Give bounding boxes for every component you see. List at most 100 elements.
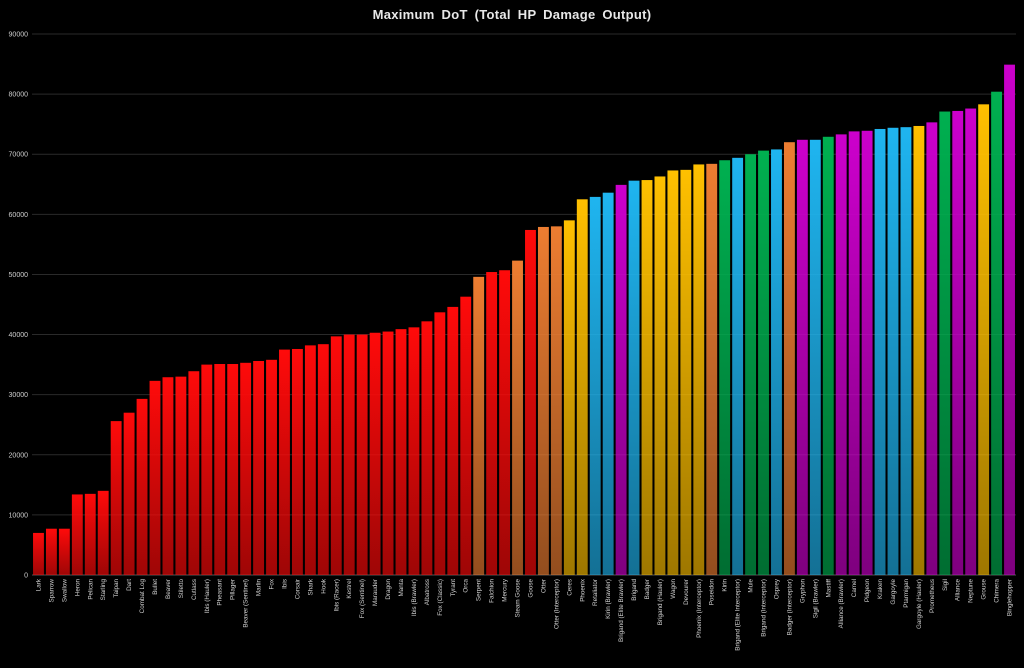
x-tick-label: Kestrel (346, 579, 353, 599)
bar (317, 344, 329, 575)
bar (913, 125, 925, 575)
x-tick-label: Heron (74, 579, 81, 597)
bar (486, 272, 498, 575)
bar (330, 336, 342, 575)
bar (680, 169, 692, 575)
y-tick-label: 40000 (9, 332, 29, 339)
x-tick-label: Grouse (981, 579, 988, 600)
bar (965, 108, 977, 575)
x-tick-label: Dart (126, 579, 133, 591)
x-tick-label: Goose (527, 579, 534, 598)
bar (291, 348, 303, 575)
bar (214, 364, 226, 575)
x-tick-label: Kirin (722, 579, 729, 592)
x-tick-label: Pidgeon (864, 579, 871, 603)
x-tick-label: Devourer (683, 579, 690, 605)
bar (240, 362, 252, 575)
x-tick-label: Ibis (Hauler) (204, 579, 211, 613)
bar (796, 139, 808, 575)
x-tick-label: Badger (Interceptor) (786, 579, 793, 635)
x-tick-label: Brigand (Elite Interceptor) (735, 579, 742, 651)
bar (473, 276, 485, 575)
x-tick-label: Kirin (Brawler) (605, 579, 612, 619)
x-tick-label: Fox (Sentinel) (359, 579, 366, 618)
bar (809, 139, 821, 575)
x-tick-label: Steam Goose (515, 579, 522, 618)
bar (602, 192, 614, 575)
x-tick-label: Alliance (Brawler) (838, 579, 845, 628)
x-tick-label: Poseidon (709, 579, 716, 606)
x-tick-label: Chimera (994, 579, 1001, 603)
x-tick-label: Osprey (773, 578, 780, 599)
x-tick-label: Falchion (489, 579, 496, 603)
bar (991, 91, 1003, 575)
x-tick-label: Brigand (631, 579, 638, 601)
bar (266, 359, 277, 575)
x-tick-label: Serpent (476, 579, 483, 601)
x-tick-label: Orca (463, 579, 470, 593)
bar (719, 160, 731, 575)
x-tick-label: Phoenix (Interceptor) (696, 579, 703, 638)
bar (576, 199, 588, 576)
x-tick-label: Retaliator (592, 579, 599, 606)
x-tick-label: Beaver (Sentinel) (243, 579, 250, 628)
bar (887, 127, 899, 576)
bar (900, 127, 912, 575)
x-tick-label: Gargoyle (890, 579, 897, 605)
x-tick-label: Phoenix (579, 578, 586, 602)
x-tick-label: Corsair (294, 579, 301, 599)
x-tick-label: Brigand (Elite Brawler) (618, 579, 625, 642)
x-tick-label: Fox (Classic) (437, 579, 444, 616)
x-tick-label: Lark (35, 578, 42, 591)
bar (615, 184, 627, 575)
y-tick-label: 90000 (9, 32, 29, 39)
bar (162, 377, 174, 575)
bar (1004, 64, 1015, 575)
x-tick-label: Tyrant (450, 579, 457, 597)
bar (110, 421, 122, 575)
bar (84, 493, 96, 575)
x-tick-label: Alliance (955, 579, 962, 602)
x-tick-label: Ptarmigan (903, 579, 910, 608)
x-tick-label: Pillager (230, 579, 237, 600)
bar (835, 134, 847, 575)
x-tick-label: Starling (100, 579, 107, 601)
x-tick-label: Taipan (113, 579, 120, 598)
x-tick-label: Gargoyle (Hauler) (916, 579, 923, 629)
bar (848, 131, 860, 575)
x-tick-label: Marauder (372, 579, 379, 606)
y-tick-label: 0 (24, 573, 28, 580)
y-tick-label: 20000 (9, 452, 29, 459)
y-tick-label: 30000 (9, 392, 29, 399)
bar (745, 154, 757, 575)
bar (732, 157, 744, 575)
bar (550, 226, 562, 575)
bar (149, 380, 161, 575)
bar (771, 149, 782, 575)
x-tick-label: Swallow (61, 579, 68, 603)
x-tick-label: Brigand (Interceptor) (761, 579, 768, 637)
bar (123, 412, 135, 575)
bar (188, 371, 200, 575)
x-tick-label: Ceres (566, 579, 573, 596)
bar (356, 334, 368, 575)
bar (525, 229, 536, 575)
x-tick-label: Ibis (Brawler) (411, 579, 418, 616)
x-tick-label: Marlin (256, 579, 263, 597)
bar (175, 376, 187, 575)
x-tick-label: Hook (320, 578, 327, 594)
x-tick-label: Prometheus (929, 579, 936, 613)
y-axis: 0 10000 20000 30000 40000 50000 60000 70000 8000… (9, 32, 29, 580)
bar (279, 349, 290, 575)
bar (58, 528, 70, 575)
bar (408, 327, 420, 575)
bar (253, 361, 265, 575)
bar (693, 164, 705, 576)
bar (758, 150, 769, 576)
bar (395, 329, 407, 575)
bar (939, 111, 951, 575)
x-tick-label: Combat Log (139, 579, 146, 614)
x-tick-label: Wagon (670, 579, 677, 599)
bar (136, 398, 148, 575)
